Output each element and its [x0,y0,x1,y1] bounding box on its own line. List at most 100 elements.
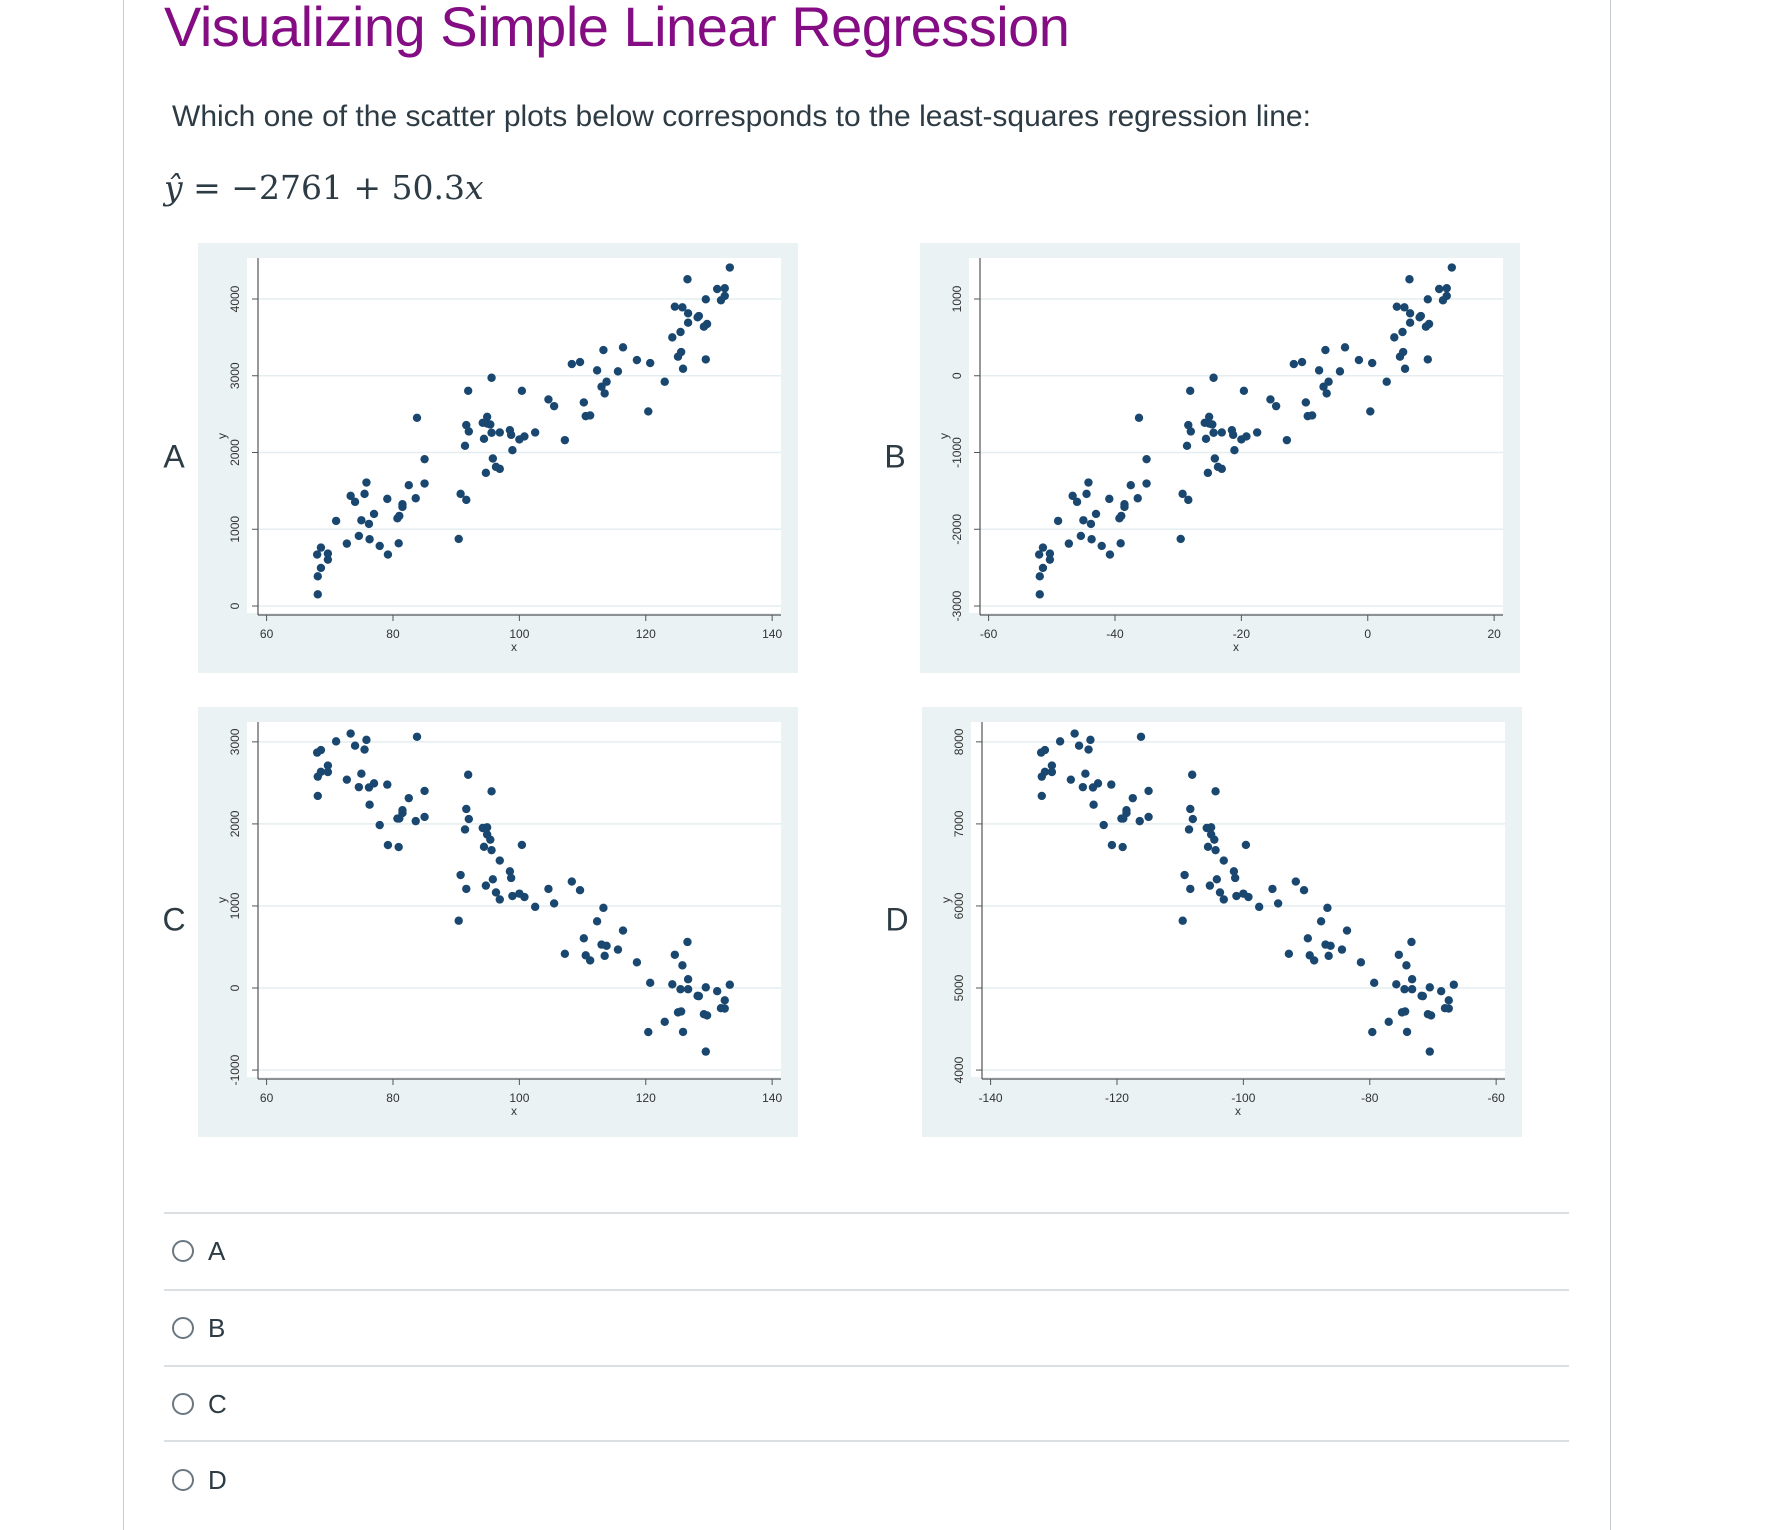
data-point [599,903,608,913]
x-tick-label: 80 [386,627,400,641]
data-point [1273,899,1283,908]
radio-button-b[interactable] [172,1317,194,1339]
data-point [683,275,692,284]
data-point [1089,800,1098,809]
data-point [1128,793,1137,803]
data-point [1297,357,1307,367]
radio-button-c[interactable] [172,1393,194,1415]
data-point [720,996,729,1005]
data-point [575,357,585,367]
data-point [1091,509,1101,519]
data-point [560,949,570,958]
data-point [313,590,322,599]
data-point [1086,735,1095,745]
data-point [644,407,653,416]
data-point [487,428,496,437]
data-point [1088,783,1098,792]
option-a[interactable]: A [172,1226,225,1276]
data-point [1405,275,1414,284]
data-point [1423,295,1432,304]
content-border-left [123,0,124,1530]
data-point [479,842,489,851]
data-point [346,491,355,501]
data-point [1045,555,1055,564]
data-point [362,478,371,487]
option-divider [164,1440,1569,1442]
data-point [1035,590,1044,599]
x-tick-label: 80 [386,1091,400,1105]
data-point [1184,420,1193,430]
data-point [1407,985,1417,994]
x-tick-label: 60 [260,627,274,641]
data-point [725,263,735,272]
option-b[interactable]: B [172,1303,225,1353]
option-divider [164,1365,1569,1367]
data-point [481,881,491,890]
data-point [482,419,492,428]
x-tick-label: 100 [509,1091,529,1105]
data-point [1133,494,1142,503]
option-d[interactable]: D [172,1455,227,1505]
plot-canvas: 0 1000 2000 3000 4000 60 80 100 120 140 x y [215,258,782,654]
data-point [575,886,585,895]
data-point [701,1047,710,1056]
y-tick-label: 8000 [952,728,966,755]
data-point [701,355,710,364]
data-point [1184,825,1194,834]
data-point [462,884,471,894]
data-point [1291,877,1301,886]
data-point [1299,886,1309,895]
option-c[interactable]: C [172,1379,227,1429]
data-point [1120,502,1129,512]
scatter-plot-a: 0 1000 2000 3000 4000 60 80 100 120 140 x y [198,243,798,673]
data-point [1184,495,1193,505]
panel-label-c: C [162,901,186,938]
data-point [1282,435,1292,445]
data-point [454,534,463,544]
option-divider [164,1212,1569,1214]
equation-equals: = [182,168,232,207]
data-point [1394,950,1404,959]
data-point [312,748,322,757]
y-tick-label: -3000 [950,590,964,621]
data-point [701,295,710,304]
data-point [346,729,355,738]
data-point [632,355,642,365]
y-tick-label: 2000 [228,439,242,466]
data-point [1055,737,1065,746]
data-point [613,367,623,376]
data-point [701,983,710,992]
data-point [515,889,524,898]
data-point [1178,916,1187,925]
x-tick-label: -100 [1231,1091,1255,1105]
data-point [1045,549,1055,558]
data-point [1134,413,1144,423]
data-point [323,767,333,777]
data-point [1229,867,1239,876]
data-point [1402,1027,1412,1037]
data-point [693,991,702,1001]
data-point [1402,961,1411,970]
data-point [530,428,540,437]
data-point [488,454,498,463]
x-tick-label: 140 [762,627,782,641]
data-point [1219,856,1228,865]
data-point [1237,435,1246,444]
plot-canvas: -3000 -2000 -1000 0 1000 -60 -40 -20 0 20 x y [937,258,1503,654]
y-tick-label: -2000 [950,514,964,545]
data-point [1424,319,1434,329]
radio-button-a[interactable] [172,1240,194,1262]
scatter-plot-b: -3000 -2000 -1000 0 1000 -60 -40 -20 0 20 x y [920,243,1520,673]
data-point [1217,428,1226,437]
x-tick-label: -60 [980,627,998,641]
radio-button-d[interactable] [172,1469,194,1491]
data-point [1053,516,1063,526]
data-point [342,775,352,784]
data-point [495,428,504,437]
data-point [1099,820,1108,830]
option-label-d: D [208,1464,227,1495]
data-point [683,975,693,984]
data-point [1405,318,1415,327]
data-point [1436,987,1446,996]
x-tick-label: 100 [509,627,529,641]
